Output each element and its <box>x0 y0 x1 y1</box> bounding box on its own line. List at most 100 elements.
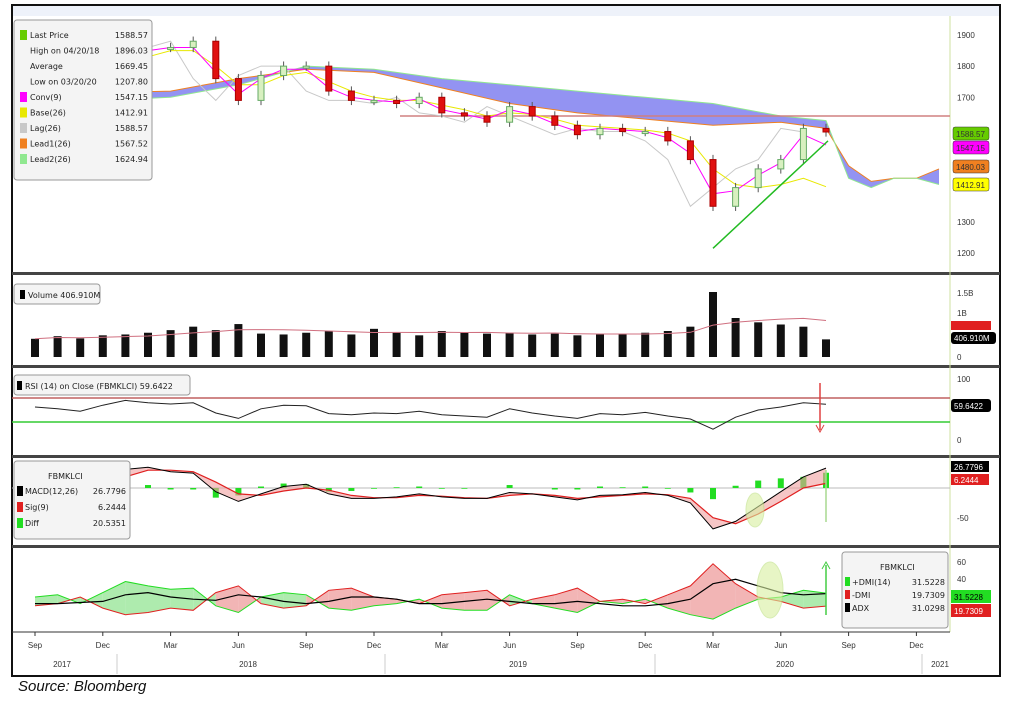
dmi-fill <box>577 588 600 613</box>
legend-swatch <box>845 590 850 599</box>
volume-bar <box>686 326 695 357</box>
y-tick-price: 1800 <box>957 62 975 71</box>
macd-diff-bar <box>235 488 242 496</box>
legend-label: ADX <box>852 604 870 613</box>
volume-bar <box>731 318 740 357</box>
macd-diff-bar <box>348 488 355 491</box>
lag-line <box>34 40 804 208</box>
candle <box>641 131 649 135</box>
y-tick-volume: 0 <box>957 353 962 362</box>
price-tag-text: 1412.91 <box>956 181 985 190</box>
macd-diff-bar <box>167 488 174 490</box>
candle <box>325 65 333 92</box>
candle <box>483 115 491 123</box>
volume-bar <box>460 332 469 357</box>
x-tick-month: Jun <box>774 641 787 650</box>
macd-line <box>34 466 827 530</box>
dmi-legend-title: FBMKLCI <box>880 563 915 572</box>
price-tag-text: 1588.57 <box>956 130 985 139</box>
candle <box>506 106 514 123</box>
candle <box>822 127 830 133</box>
candle <box>167 46 175 50</box>
volume-bar <box>776 324 785 357</box>
macd-tag <box>951 474 989 485</box>
dmi-fill <box>215 585 239 613</box>
y-tick-price: 1200 <box>957 249 975 258</box>
volume-bar <box>31 338 39 357</box>
volume-bar <box>528 334 537 357</box>
volume-bar <box>822 339 830 357</box>
macd-diff-bar <box>461 488 468 489</box>
title-strip <box>13 6 999 16</box>
x-tick-month: Sep <box>841 641 856 650</box>
legend-value: 31.0298 <box>912 604 945 613</box>
legend-label: Base(26) <box>30 109 66 118</box>
macd-diff-bar <box>664 488 671 489</box>
volume-bar <box>166 330 175 357</box>
panel-divider <box>12 365 1000 368</box>
lead2-line <box>34 65 940 189</box>
volume-bar <box>709 292 717 357</box>
macd-legend-title: FBMKLCI <box>48 472 83 481</box>
dmi-fill <box>735 583 759 609</box>
panel-divider <box>12 455 1000 458</box>
legend-label: -DMI <box>852 591 870 600</box>
legend-value: 1624.94 <box>115 155 148 164</box>
legend-value: 1412.91 <box>115 109 148 118</box>
dmi-fill <box>600 599 623 604</box>
candle <box>732 187 740 207</box>
macd-legend <box>13 460 131 540</box>
candle <box>551 115 559 126</box>
volume-avg-tag <box>951 321 991 330</box>
x-tick-month: Sep <box>570 641 585 650</box>
legend-swatch <box>20 92 27 102</box>
legend-swatch <box>17 381 22 390</box>
macd-diff-bar <box>190 488 197 490</box>
legend-label: High on 04/20/18 <box>30 47 99 56</box>
candle <box>302 65 310 69</box>
dmi-fill <box>713 563 736 620</box>
candle <box>370 99 378 103</box>
source-caption: Source: Bloomberg <box>18 678 147 695</box>
rsi-tag-text: 59.6422 <box>954 402 983 411</box>
price-tag-text: 1480.03 <box>956 163 985 172</box>
volume-bar <box>211 330 220 357</box>
candle <box>438 96 446 114</box>
volume-bar <box>53 336 62 357</box>
x-tick-month: Sep <box>299 641 314 650</box>
dmi-fill <box>441 592 465 611</box>
legend-value: 1207.80 <box>115 78 148 87</box>
candle <box>573 124 581 136</box>
candle <box>234 78 242 101</box>
x-tick-month: Sep <box>28 641 43 650</box>
volume-bar <box>483 333 491 357</box>
panel-divider <box>12 272 1000 275</box>
macd-diff-bar <box>145 485 151 488</box>
dmi-fill <box>125 581 148 615</box>
macd-diff-bar <box>732 485 739 488</box>
legend-swatch <box>17 518 23 528</box>
x-tick-month: Dec <box>367 641 381 650</box>
candle <box>754 168 762 189</box>
legend-swatch <box>17 502 23 512</box>
candle <box>777 159 785 170</box>
volume-bar <box>550 333 559 357</box>
macd-diff-bar <box>777 478 784 488</box>
volume-bar <box>324 331 333 357</box>
candle <box>686 140 694 161</box>
legend-swatch <box>17 486 23 496</box>
y-tick-macd: -50 <box>957 514 969 523</box>
candle <box>415 96 423 105</box>
volume-bar <box>370 328 378 357</box>
x-tick-month: Dec <box>96 641 110 650</box>
macd-tag-text: 6.2444 <box>954 476 979 485</box>
dmi-fill <box>419 594 442 609</box>
macd-diff-bar <box>371 488 377 489</box>
dmi-legend <box>841 551 949 629</box>
volume-bar <box>437 331 446 357</box>
rsi-line <box>34 399 827 430</box>
dmi-tag <box>951 604 991 617</box>
y-tick-price: 1300 <box>957 218 975 227</box>
x-tick-month: Mar <box>706 641 720 650</box>
